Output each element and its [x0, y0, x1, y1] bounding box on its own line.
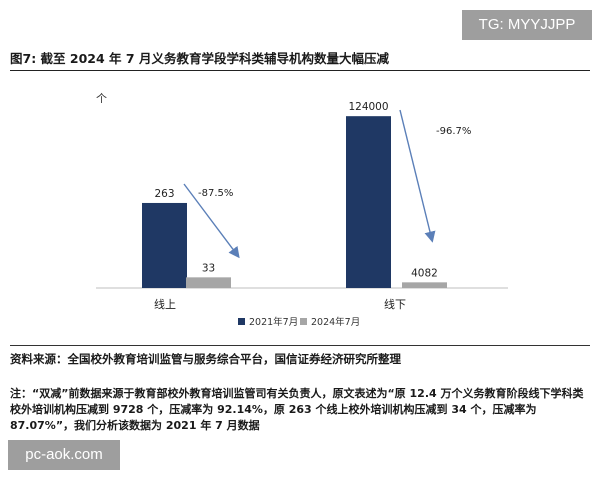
data-label-2021-1: 124000	[348, 101, 388, 113]
bar-2024-1	[402, 282, 447, 288]
legend-label-2024: 2024年7月	[311, 316, 360, 328]
change-annotation-0: -87.5%	[198, 188, 233, 199]
source-rule	[10, 345, 590, 346]
note-text: 注：“双减”前数据来源于教育部校外教育培训监管司有关负责人，原文表述为“原 12…	[10, 387, 584, 432]
watermark-bottom: pc-aok.com	[8, 440, 120, 470]
legend-swatch-2024	[300, 318, 307, 325]
data-label-2024-1: 4082	[411, 267, 438, 279]
category-label-0: 线上	[154, 297, 176, 311]
data-label-2021-0: 263	[154, 188, 174, 200]
legend-label-2021: 2021年7月	[249, 316, 298, 328]
change-arrow-1	[399, 109, 436, 243]
source-text: 资料来源：全国校外教育培训监管与服务综合平台，国信证券经济研究所整理	[10, 352, 401, 366]
change-arrow-0	[183, 183, 240, 259]
data-label-2024-0: 33	[202, 262, 215, 274]
bar-2024-0	[186, 277, 231, 288]
bar-2021-0	[142, 202, 187, 288]
unit-label: 个	[96, 92, 107, 105]
change-annotation-1: -96.7%	[436, 126, 471, 137]
figure-title: 图7: 截至 2024 年 7 月义务教育学段学科类辅导机构数量大幅压减	[10, 51, 389, 66]
legend-swatch-2021	[238, 318, 245, 325]
title-rule	[10, 70, 590, 71]
bar-2021-1	[346, 116, 391, 288]
bar-chart: 个 263 33 线上 -87.5% 124000 4082 线下 -96.7% 2021年7月 2…	[96, 92, 508, 328]
category-label-1: 线下	[384, 297, 406, 311]
watermark-top: TG: MYYJJPP	[462, 10, 592, 40]
